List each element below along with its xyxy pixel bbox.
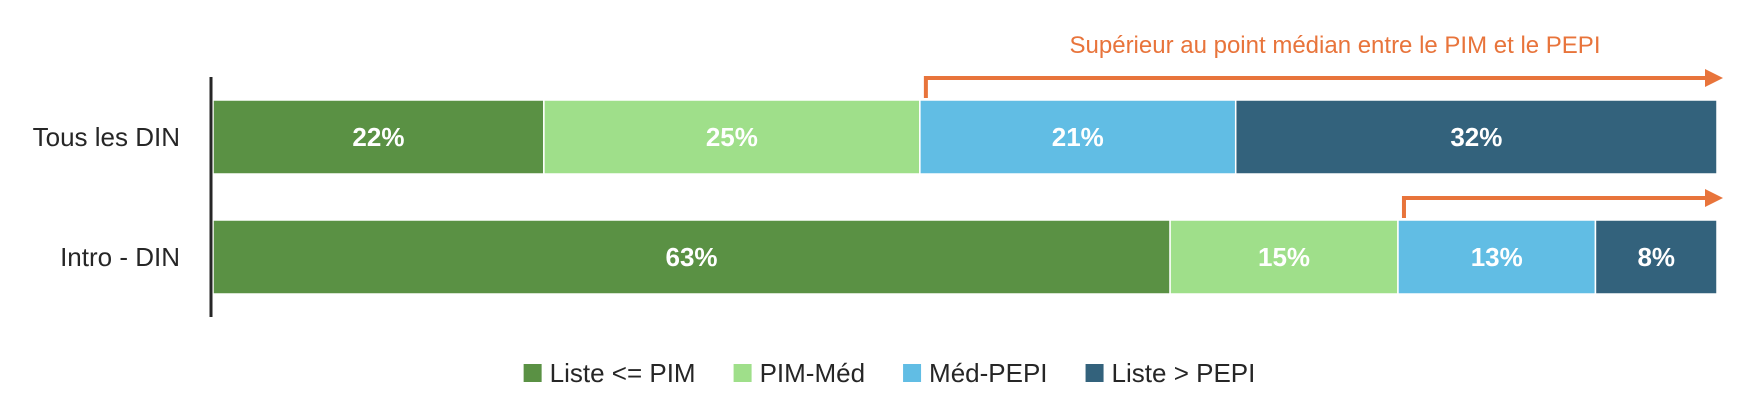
category-labels: Tous les DIN Intro - DIN	[33, 122, 180, 272]
legend-swatch	[523, 364, 542, 382]
category-label: Tous les DIN	[33, 122, 180, 152]
bar-segment	[1169, 219, 1399, 295]
data-label: 21%	[1052, 122, 1104, 152]
annotation-bracket	[1401, 196, 1705, 218]
data-label: 25%	[706, 122, 758, 152]
bar-segment	[1234, 99, 1718, 175]
bar-segment	[212, 99, 545, 175]
annotation-arrowhead	[1705, 189, 1723, 207]
data-label: 22%	[352, 122, 404, 152]
annotation-bracket	[923, 76, 1705, 98]
bar-segment	[543, 99, 921, 175]
legend-swatch	[733, 364, 752, 382]
legend-swatch	[1085, 364, 1104, 382]
bar-segment	[1594, 219, 1718, 295]
legend-label: Liste > PEPI	[1112, 358, 1256, 388]
annotation: Supérieur au point médian entre le PIM e…	[923, 32, 1723, 218]
legend-swatch	[903, 364, 922, 382]
data-label: 15%	[1258, 242, 1310, 272]
legend: Liste <= PIM PIM-Méd Méd-PEPI Liste > PEPI	[523, 358, 1256, 388]
data-label: 63%	[666, 242, 718, 272]
legend-label: Méd-PEPI	[929, 358, 1048, 388]
bars-layer: 22% 25% 21% 32% 63% 15% 13% 8%	[212, 99, 1718, 295]
data-label: 32%	[1450, 122, 1502, 152]
data-label: 8%	[1637, 242, 1675, 272]
data-label: 13%	[1471, 242, 1523, 272]
annotation-arrowhead	[1705, 69, 1723, 87]
annotation-text: Supérieur au point médian entre le PIM e…	[1070, 32, 1601, 59]
category-label: Intro - DIN	[60, 242, 180, 272]
legend-label: PIM-Méd	[760, 358, 865, 388]
legend-label: Liste <= PIM	[550, 358, 696, 388]
bar-segment	[212, 219, 1171, 295]
